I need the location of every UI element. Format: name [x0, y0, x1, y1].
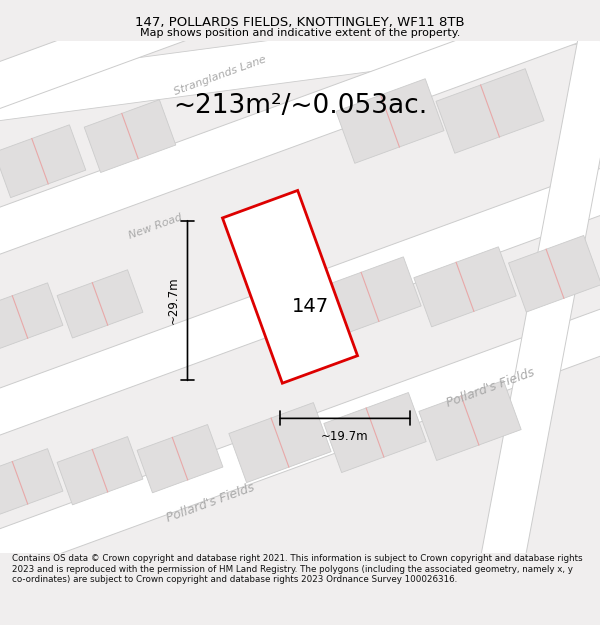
Text: Pollard's Fields: Pollard's Fields: [444, 365, 536, 409]
Polygon shape: [0, 283, 63, 351]
Polygon shape: [229, 402, 331, 482]
Text: 147, POLLARDS FIELDS, KNOTTINGLEY, WF11 8TB: 147, POLLARDS FIELDS, KNOTTINGLEY, WF11 …: [135, 16, 465, 29]
Text: Stranglands Lane: Stranglands Lane: [172, 54, 268, 97]
Text: New Road: New Road: [127, 213, 183, 241]
Text: ~29.7m: ~29.7m: [166, 277, 179, 324]
Polygon shape: [336, 79, 444, 163]
Polygon shape: [324, 392, 426, 472]
Polygon shape: [419, 381, 521, 461]
Polygon shape: [137, 424, 223, 493]
Text: 147: 147: [292, 298, 329, 316]
Text: Pollard's Fields: Pollard's Fields: [164, 481, 256, 525]
Text: Contains OS data © Crown copyright and database right 2021. This information is : Contains OS data © Crown copyright and d…: [12, 554, 583, 584]
Polygon shape: [0, 0, 600, 262]
Polygon shape: [436, 69, 544, 153]
Polygon shape: [57, 437, 143, 505]
Polygon shape: [0, 0, 600, 123]
Polygon shape: [84, 99, 176, 172]
Text: ~19.7m: ~19.7m: [321, 431, 369, 443]
Polygon shape: [223, 191, 358, 383]
Polygon shape: [0, 0, 600, 117]
Polygon shape: [0, 304, 600, 584]
Polygon shape: [0, 164, 600, 443]
Polygon shape: [509, 236, 600, 312]
Polygon shape: [478, 36, 600, 578]
Polygon shape: [0, 125, 86, 198]
Polygon shape: [57, 270, 143, 338]
Text: ~213m²/~0.053ac.: ~213m²/~0.053ac.: [173, 93, 427, 119]
Polygon shape: [319, 257, 421, 337]
Polygon shape: [0, 449, 63, 517]
Polygon shape: [414, 247, 516, 327]
Text: Map shows position and indicative extent of the property.: Map shows position and indicative extent…: [140, 28, 460, 38]
